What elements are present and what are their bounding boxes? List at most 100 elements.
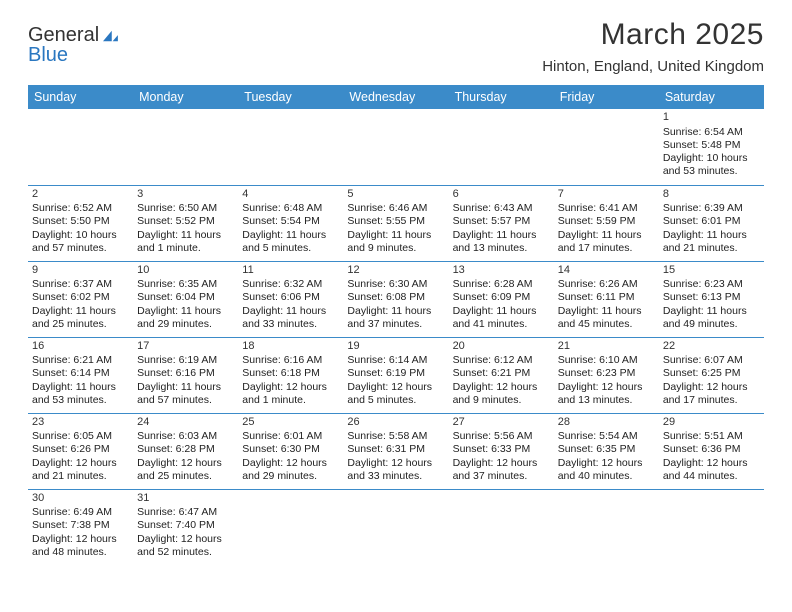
calendar-day-cell: 19Sunrise: 6:14 AMSunset: 6:19 PMDayligh… xyxy=(343,337,448,413)
sunset-text: Sunset: 7:40 PM xyxy=(137,519,234,532)
calendar-header-row: SundayMondayTuesdayWednesdayThursdayFrid… xyxy=(28,85,764,109)
day-number: 26 xyxy=(347,416,444,430)
calendar-body: 1Sunrise: 6:54 AMSunset: 5:48 PMDaylight… xyxy=(28,109,764,565)
sunrise-text: Sunrise: 6:14 AM xyxy=(347,354,444,367)
calendar-day-cell: 14Sunrise: 6:26 AMSunset: 6:11 PMDayligh… xyxy=(554,261,659,337)
sunset-text: Sunset: 5:54 PM xyxy=(242,215,339,228)
calendar-day-cell: 22Sunrise: 6:07 AMSunset: 6:25 PMDayligh… xyxy=(659,337,764,413)
logo-sail-icon xyxy=(101,29,119,43)
day-number: 13 xyxy=(453,264,550,278)
daylight-text: Daylight: 10 hours and 53 minutes. xyxy=(663,152,760,178)
calendar-day-cell: 25Sunrise: 6:01 AMSunset: 6:30 PMDayligh… xyxy=(238,413,343,489)
sunset-text: Sunset: 7:38 PM xyxy=(32,519,129,532)
sunset-text: Sunset: 6:04 PM xyxy=(137,291,234,304)
daylight-text: Daylight: 12 hours and 13 minutes. xyxy=(558,381,655,407)
sunset-text: Sunset: 6:30 PM xyxy=(242,443,339,456)
sunrise-text: Sunrise: 6:01 AM xyxy=(242,430,339,443)
sunset-text: Sunset: 5:50 PM xyxy=(32,215,129,228)
sunrise-text: Sunrise: 6:49 AM xyxy=(32,506,129,519)
sunrise-text: Sunrise: 6:21 AM xyxy=(32,354,129,367)
day-header: Friday xyxy=(554,85,659,109)
sunset-text: Sunset: 6:25 PM xyxy=(663,367,760,380)
calendar-week-row: 1Sunrise: 6:54 AMSunset: 5:48 PMDaylight… xyxy=(28,109,764,185)
calendar-empty-cell xyxy=(343,109,448,185)
sunrise-text: Sunrise: 6:43 AM xyxy=(453,202,550,215)
sunset-text: Sunset: 5:48 PM xyxy=(663,139,760,152)
calendar-day-cell: 13Sunrise: 6:28 AMSunset: 6:09 PMDayligh… xyxy=(449,261,554,337)
daylight-text: Daylight: 12 hours and 44 minutes. xyxy=(663,457,760,483)
sunrise-text: Sunrise: 5:58 AM xyxy=(347,430,444,443)
day-number: 5 xyxy=(347,188,444,202)
calendar-day-cell: 10Sunrise: 6:35 AMSunset: 6:04 PMDayligh… xyxy=(133,261,238,337)
sunrise-text: Sunrise: 6:26 AM xyxy=(558,278,655,291)
sunset-text: Sunset: 6:23 PM xyxy=(558,367,655,380)
sunset-text: Sunset: 5:55 PM xyxy=(347,215,444,228)
sunrise-text: Sunrise: 6:46 AM xyxy=(347,202,444,215)
sunset-text: Sunset: 6:28 PM xyxy=(137,443,234,456)
sunset-text: Sunset: 6:33 PM xyxy=(453,443,550,456)
calendar-week-row: 9Sunrise: 6:37 AMSunset: 6:02 PMDaylight… xyxy=(28,261,764,337)
calendar-day-cell: 15Sunrise: 6:23 AMSunset: 6:13 PMDayligh… xyxy=(659,261,764,337)
day-header: Thursday xyxy=(449,85,554,109)
daylight-text: Daylight: 10 hours and 57 minutes. xyxy=(32,229,129,255)
daylight-text: Daylight: 11 hours and 49 minutes. xyxy=(663,305,760,331)
daylight-text: Daylight: 11 hours and 45 minutes. xyxy=(558,305,655,331)
day-number: 18 xyxy=(242,340,339,354)
sunrise-text: Sunrise: 6:48 AM xyxy=(242,202,339,215)
calendar-empty-cell xyxy=(28,109,133,185)
calendar-day-cell: 4Sunrise: 6:48 AMSunset: 5:54 PMDaylight… xyxy=(238,185,343,261)
day-number: 16 xyxy=(32,340,129,354)
sunrise-text: Sunrise: 6:35 AM xyxy=(137,278,234,291)
daylight-text: Daylight: 12 hours and 1 minute. xyxy=(242,381,339,407)
calendar-empty-cell xyxy=(554,109,659,185)
day-number: 10 xyxy=(137,264,234,278)
sunset-text: Sunset: 6:08 PM xyxy=(347,291,444,304)
daylight-text: Daylight: 12 hours and 33 minutes. xyxy=(347,457,444,483)
title-block: March 2025 Hinton, England, United Kingd… xyxy=(542,18,764,83)
sunset-text: Sunset: 6:02 PM xyxy=(32,291,129,304)
calendar-day-cell: 12Sunrise: 6:30 AMSunset: 6:08 PMDayligh… xyxy=(343,261,448,337)
sunset-text: Sunset: 6:26 PM xyxy=(32,443,129,456)
sunset-text: Sunset: 6:18 PM xyxy=(242,367,339,380)
day-number: 4 xyxy=(242,188,339,202)
calendar-day-cell: 21Sunrise: 6:10 AMSunset: 6:23 PMDayligh… xyxy=(554,337,659,413)
calendar-empty-cell xyxy=(343,489,448,565)
day-number: 25 xyxy=(242,416,339,430)
header: General March 2025 Hinton, England, Unit… xyxy=(28,18,764,83)
day-number: 11 xyxy=(242,264,339,278)
daylight-text: Daylight: 11 hours and 9 minutes. xyxy=(347,229,444,255)
calendar-day-cell: 27Sunrise: 5:56 AMSunset: 6:33 PMDayligh… xyxy=(449,413,554,489)
day-number: 6 xyxy=(453,188,550,202)
calendar-empty-cell xyxy=(133,109,238,185)
calendar-week-row: 30Sunrise: 6:49 AMSunset: 7:38 PMDayligh… xyxy=(28,489,764,565)
sunset-text: Sunset: 6:21 PM xyxy=(453,367,550,380)
sunset-text: Sunset: 6:31 PM xyxy=(347,443,444,456)
daylight-text: Daylight: 11 hours and 29 minutes. xyxy=(137,305,234,331)
calendar-empty-cell xyxy=(554,489,659,565)
day-header: Saturday xyxy=(659,85,764,109)
calendar-table: SundayMondayTuesdayWednesdayThursdayFrid… xyxy=(28,85,764,565)
calendar-week-row: 2Sunrise: 6:52 AMSunset: 5:50 PMDaylight… xyxy=(28,185,764,261)
sunrise-text: Sunrise: 6:39 AM xyxy=(663,202,760,215)
sunrise-text: Sunrise: 6:19 AM xyxy=(137,354,234,367)
daylight-text: Daylight: 11 hours and 5 minutes. xyxy=(242,229,339,255)
sunset-text: Sunset: 6:36 PM xyxy=(663,443,760,456)
day-number: 1 xyxy=(663,111,760,125)
calendar-empty-cell xyxy=(238,489,343,565)
calendar-day-cell: 18Sunrise: 6:16 AMSunset: 6:18 PMDayligh… xyxy=(238,337,343,413)
day-number: 2 xyxy=(32,188,129,202)
day-number: 17 xyxy=(137,340,234,354)
day-number: 20 xyxy=(453,340,550,354)
sunset-text: Sunset: 6:06 PM xyxy=(242,291,339,304)
daylight-text: Daylight: 12 hours and 48 minutes. xyxy=(32,533,129,559)
day-number: 22 xyxy=(663,340,760,354)
day-number: 3 xyxy=(137,188,234,202)
day-header: Monday xyxy=(133,85,238,109)
day-number: 8 xyxy=(663,188,760,202)
daylight-text: Daylight: 11 hours and 17 minutes. xyxy=(558,229,655,255)
daylight-text: Daylight: 11 hours and 53 minutes. xyxy=(32,381,129,407)
calendar-day-cell: 6Sunrise: 6:43 AMSunset: 5:57 PMDaylight… xyxy=(449,185,554,261)
daylight-text: Daylight: 12 hours and 21 minutes. xyxy=(32,457,129,483)
daylight-text: Daylight: 12 hours and 9 minutes. xyxy=(453,381,550,407)
calendar-day-cell: 9Sunrise: 6:37 AMSunset: 6:02 PMDaylight… xyxy=(28,261,133,337)
